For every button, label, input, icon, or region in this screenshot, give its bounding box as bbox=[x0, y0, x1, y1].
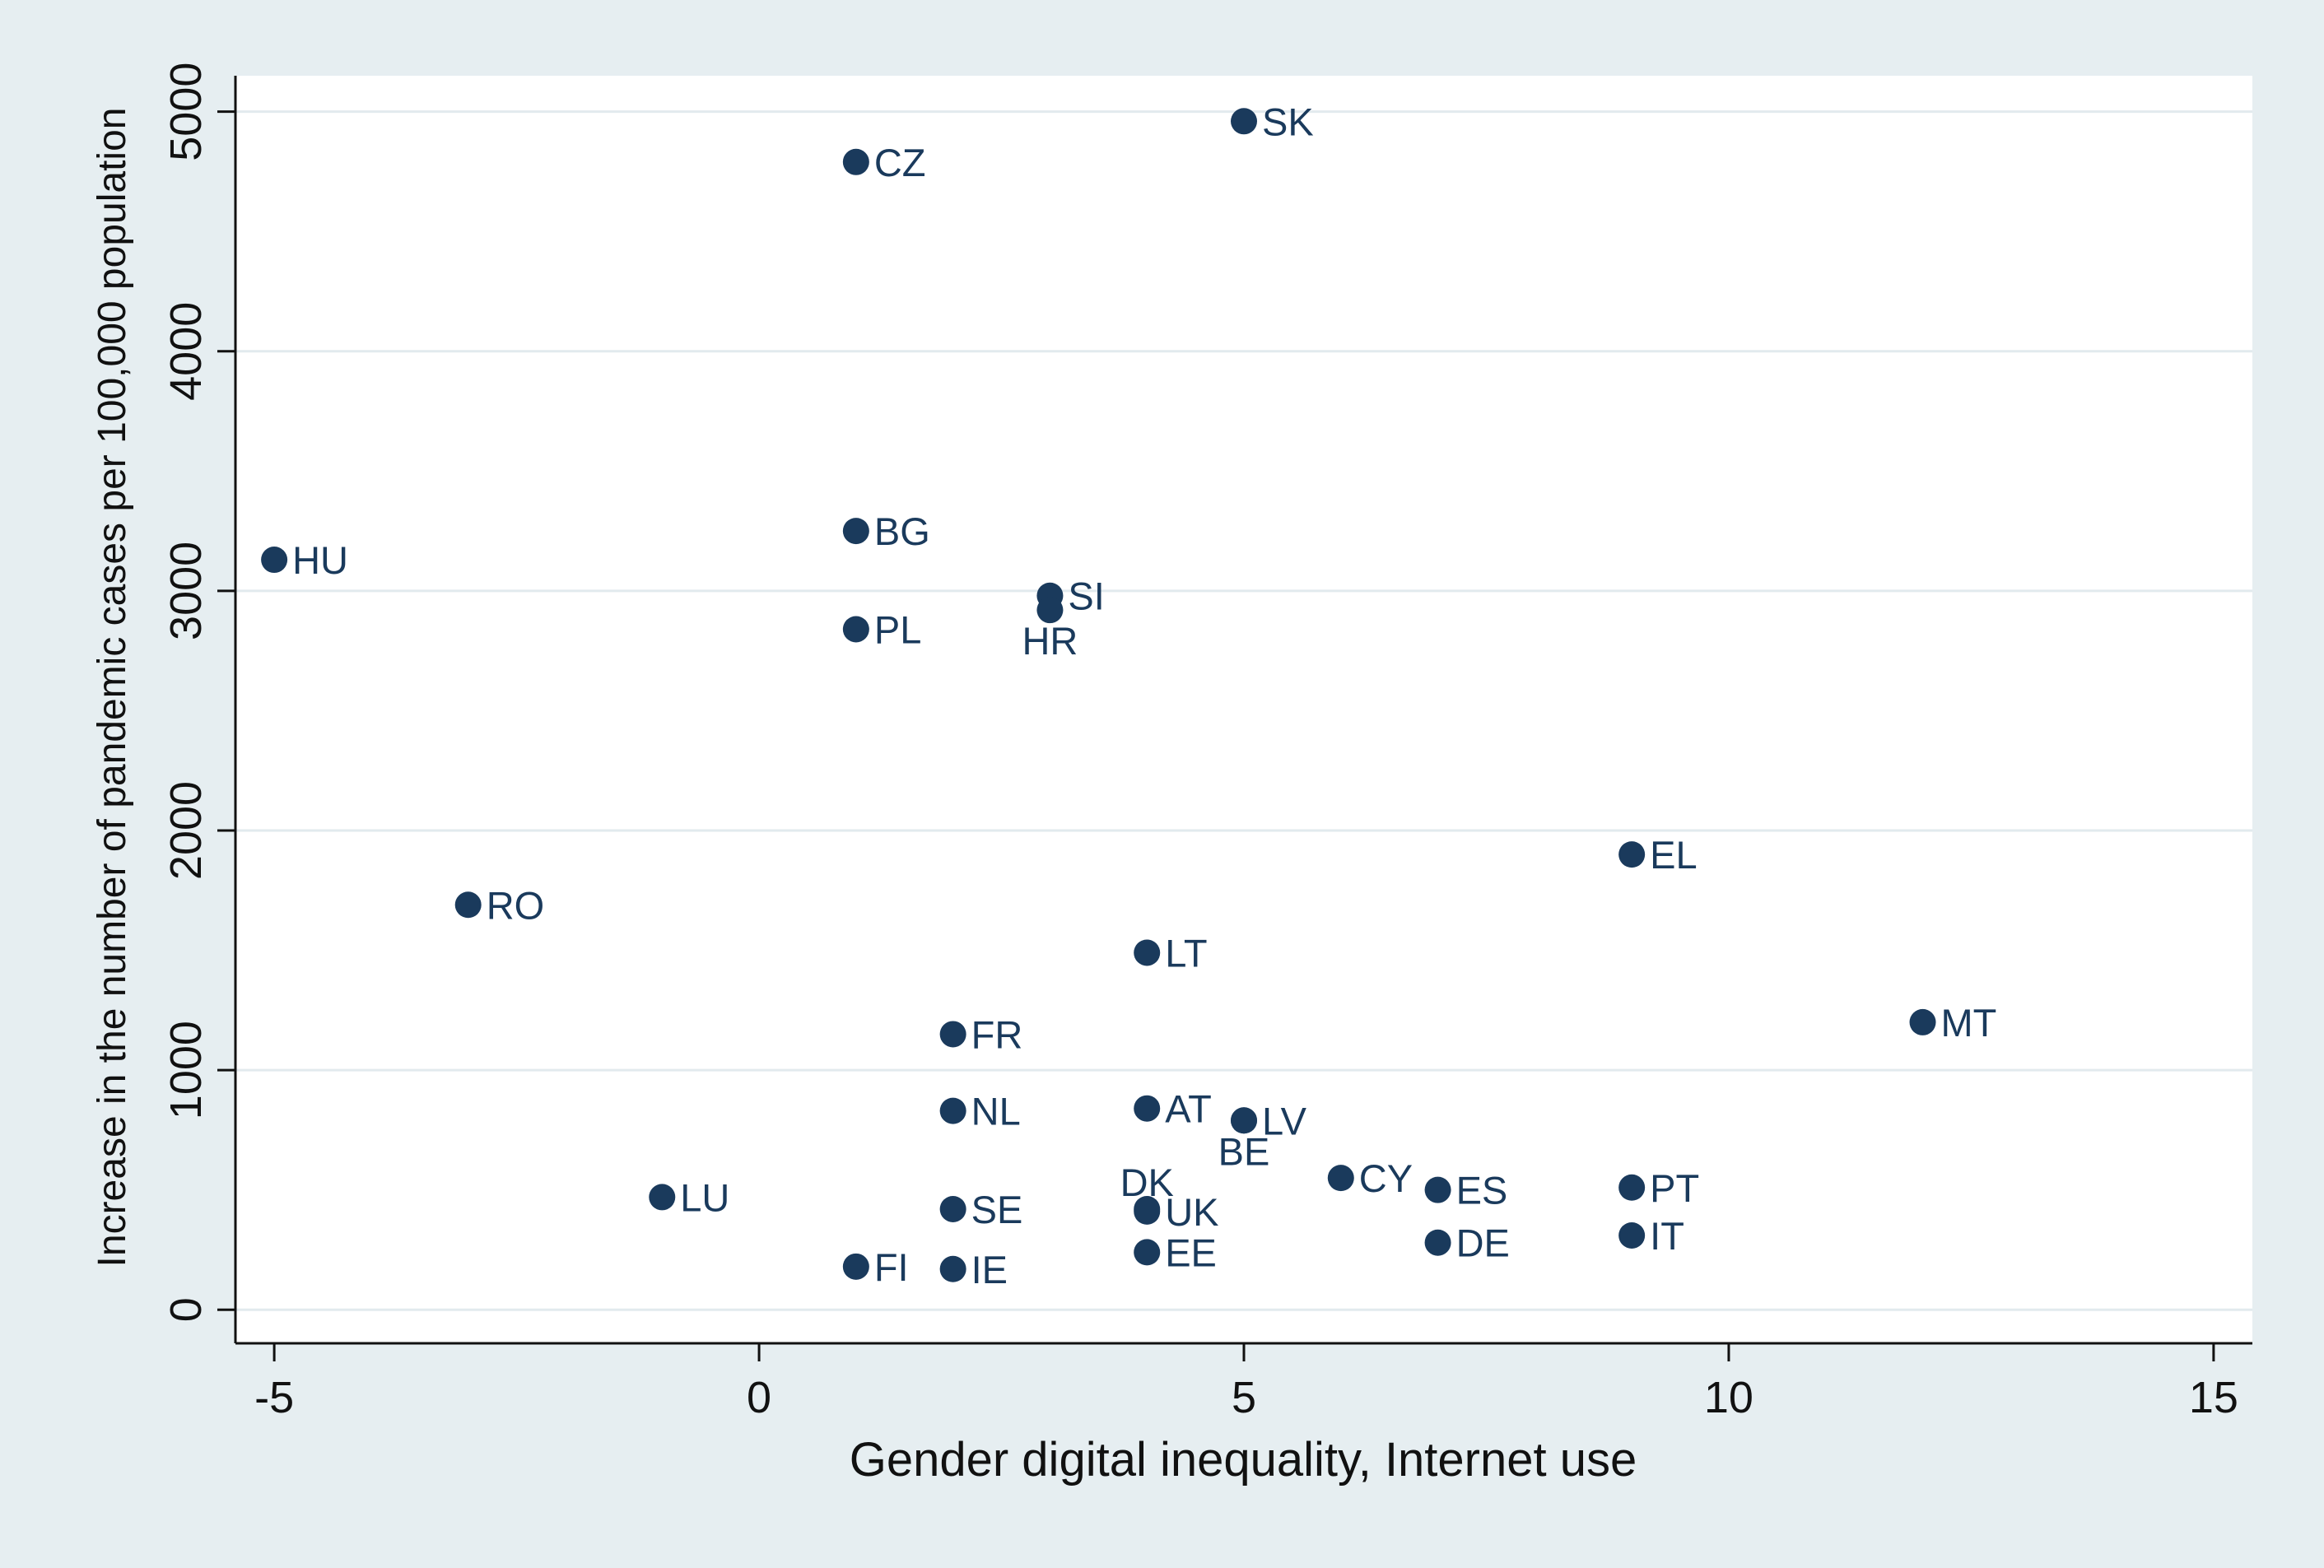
data-label-se: SE bbox=[971, 1188, 1023, 1231]
data-label-ie: IE bbox=[971, 1248, 1008, 1291]
data-point-el bbox=[1618, 841, 1646, 868]
data-label-lu: LU bbox=[680, 1175, 729, 1219]
data-point-cy bbox=[1327, 1165, 1354, 1192]
x-tick-label: 15 bbox=[2189, 1373, 2238, 1422]
data-label-de: DE bbox=[1456, 1221, 1510, 1265]
y-tick-label: 2000 bbox=[161, 781, 211, 880]
x-tick-label: 0 bbox=[747, 1373, 771, 1422]
data-point-lu bbox=[649, 1184, 676, 1211]
data-label-nl: NL bbox=[971, 1090, 1021, 1133]
data-label-si: SI bbox=[1068, 575, 1104, 618]
data-label-hu: HU bbox=[292, 538, 348, 582]
data-points bbox=[261, 108, 1936, 1282]
data-point-it bbox=[1618, 1221, 1646, 1249]
data-label-be: BE bbox=[1218, 1129, 1270, 1173]
y-tick-label: 4000 bbox=[161, 302, 211, 401]
axes: 0 1000 2000 3000 4000 5000 -5 0 5 10 15 bbox=[161, 63, 2252, 1422]
data-point-at bbox=[1134, 1095, 1161, 1122]
data-label-ro: RO bbox=[487, 883, 545, 927]
data-label-fi: FI bbox=[874, 1245, 909, 1289]
data-label-mt: MT bbox=[1941, 1001, 1997, 1045]
data-point-fr bbox=[939, 1021, 966, 1048]
data-point-uk bbox=[1134, 1198, 1161, 1225]
data-label-dk: DK bbox=[1120, 1161, 1174, 1204]
data-point-bg bbox=[842, 518, 869, 545]
data-point-lt bbox=[1134, 939, 1161, 966]
data-label-pt: PT bbox=[1650, 1166, 1699, 1210]
data-label-cy: CY bbox=[1359, 1156, 1413, 1200]
data-label-uk: UK bbox=[1165, 1190, 1218, 1234]
x-tick-label: 5 bbox=[1232, 1373, 1256, 1422]
data-point-hu bbox=[261, 547, 288, 574]
x-tick-label: -5 bbox=[254, 1373, 294, 1422]
data-point-hr bbox=[1036, 597, 1064, 624]
data-point-de bbox=[1424, 1229, 1451, 1256]
data-label-bg: BG bbox=[874, 509, 930, 553]
data-point-mt bbox=[1909, 1008, 1936, 1035]
y-axis-title: Increase in the number of pandemic cases… bbox=[91, 108, 134, 1268]
data-point-sk bbox=[1231, 108, 1257, 135]
x-tick-label: 10 bbox=[1704, 1373, 1753, 1422]
data-label-at: AT bbox=[1165, 1087, 1212, 1131]
x-axis-title: Gender digital inequality, Internet use bbox=[850, 1433, 1637, 1487]
data-point-ro bbox=[454, 891, 482, 919]
data-point-nl bbox=[939, 1097, 966, 1124]
data-point-ee bbox=[1134, 1239, 1161, 1266]
data-point-ie bbox=[939, 1255, 966, 1282]
data-label-es: ES bbox=[1456, 1169, 1508, 1212]
data-label-sk: SK bbox=[1262, 100, 1314, 143]
y-tick-label: 3000 bbox=[161, 542, 211, 640]
data-point-pt bbox=[1618, 1174, 1646, 1201]
data-label-it: IT bbox=[1650, 1214, 1684, 1258]
data-label-lv: LV bbox=[1262, 1099, 1307, 1142]
data-point-es bbox=[1424, 1176, 1451, 1203]
data-label-el: EL bbox=[1650, 833, 1698, 877]
data-label-fr: FR bbox=[971, 1012, 1023, 1056]
data-label-lt: LT bbox=[1165, 931, 1207, 975]
data-label-ee: EE bbox=[1165, 1231, 1217, 1274]
data-point-be bbox=[1231, 1107, 1257, 1134]
data-point-se bbox=[939, 1195, 966, 1222]
y-tick-label: 1000 bbox=[161, 1021, 211, 1119]
y-tick-label: 0 bbox=[161, 1297, 211, 1322]
data-point-cz bbox=[842, 148, 869, 175]
data-label-cz: CZ bbox=[874, 141, 926, 184]
y-tick-label: 5000 bbox=[161, 63, 211, 161]
data-label-hr: HR bbox=[1022, 619, 1078, 663]
data-label-pl: PL bbox=[874, 607, 922, 651]
data-point-pl bbox=[842, 616, 869, 643]
data-point-fi bbox=[842, 1253, 869, 1280]
